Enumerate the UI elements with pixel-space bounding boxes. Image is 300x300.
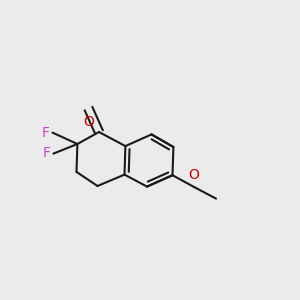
Text: F: F — [43, 146, 51, 160]
Text: O: O — [84, 115, 94, 129]
Text: F: F — [42, 127, 50, 140]
Text: O: O — [188, 168, 199, 182]
